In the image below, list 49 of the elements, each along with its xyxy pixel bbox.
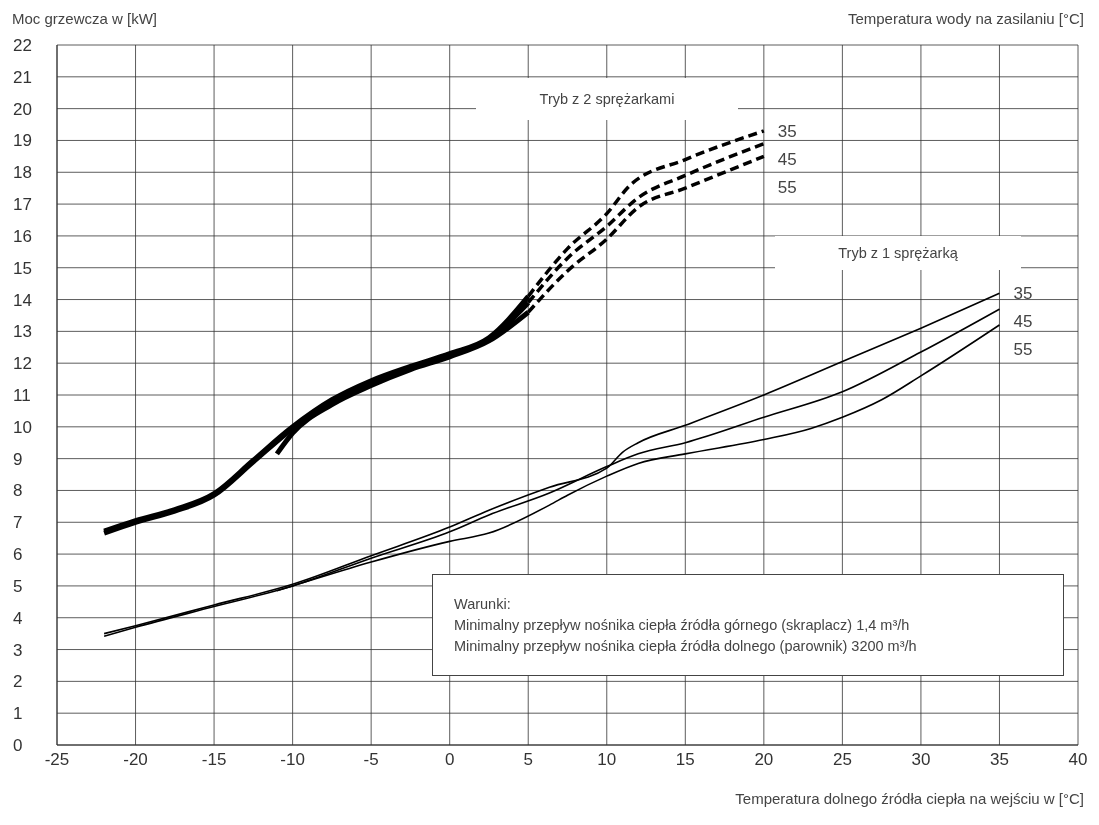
y-tick-label: 8 [13,481,23,501]
x-tick-label: 15 [675,750,695,770]
y-tick-label: 20 [13,99,32,119]
x-tick-label: -15 [201,750,227,770]
x-tick-label: 30 [911,750,931,770]
series-label: 35 [777,121,797,141]
y-tick-label: 3 [13,640,23,660]
x-tick-label: -10 [280,750,305,770]
series-label: 45 [777,149,797,169]
annotation: Tryb z 1 sprężarką [838,243,958,263]
x-tick-label: 20 [754,750,774,770]
y-tick-label: 0 [13,736,23,756]
annotation: Tryb z 2 sprężarkami [539,89,675,109]
x-tick-label: 25 [832,750,852,770]
x-tick-label: 10 [597,750,617,770]
x-axis-title: Temperatura dolnego źródła ciepła na wejściu w [°C] [735,790,1084,807]
y-tick-label: 18 [13,163,32,183]
series-label: 55 [1013,340,1033,360]
x-tick-label: -5 [363,750,379,770]
y-tick-label: 19 [13,131,32,151]
x-tick-label: 40 [1068,750,1088,770]
y-tick-label: 9 [13,449,23,469]
y-tick-label: 6 [13,545,23,565]
y-tick-label: 22 [13,36,32,56]
y-tick-label: 15 [13,258,32,278]
y-tick-label: 10 [13,417,32,437]
y-tick-label: 7 [13,513,23,533]
y-tick-label: 14 [13,290,32,310]
x-tick-label: -25 [44,750,70,770]
x-tick-label: -20 [123,750,148,770]
series-label: 35 [1013,284,1033,304]
y-tick-label: 11 [13,386,31,406]
y-axis-title: Moc grzewcza w [kW] [12,10,158,27]
series-label: 45 [1013,312,1033,332]
y-tick-label: 17 [13,195,32,215]
x-tick-label: 0 [444,750,455,770]
annotation: Warunki: Minimalny przepływ nośnika ciepła źródła górnego (skraplacz) 1,4 m³/h Minimalny przepływ nośnika ciepła źródła dolnego (parownik) 3200 m³/h [454,594,917,656]
x-tick-label: 35 [990,750,1009,770]
y-tick-label: 12 [13,354,32,374]
legend-title: Temperatura wody na zasilaniu [°C] [847,10,1084,27]
y-tick-label: 16 [13,226,32,246]
y-tick-label: 5 [13,576,23,596]
y-tick-label: 1 [13,704,23,724]
y-tick-label: 21 [13,67,32,87]
y-tick-label: 2 [13,672,23,692]
y-tick-label: 4 [13,608,23,628]
x-tick-label: 5 [523,750,533,770]
y-tick-label: 13 [13,322,32,342]
series-label: 55 [777,177,797,197]
